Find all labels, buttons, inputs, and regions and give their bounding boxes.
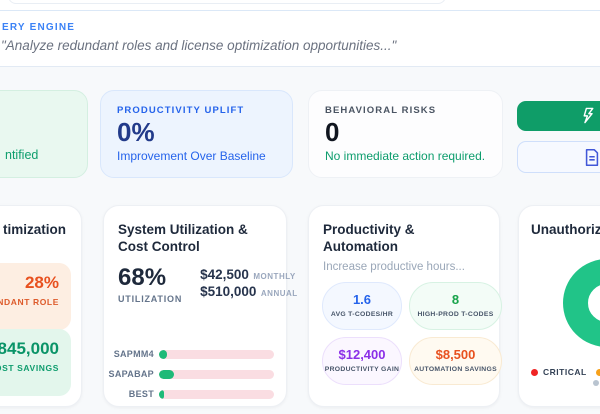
system-metrics: 68% UTILIZATION $42,500 MONTHLY $510,000… <box>118 263 297 304</box>
automation-savings-label: AUTOMATION SAVINGS <box>414 365 497 373</box>
system-utilization-title: System Utilization & Cost Control <box>118 222 248 254</box>
bar-row-best: BEST <box>104 384 286 404</box>
monthly-cost-unit: MONTHLY <box>253 271 296 281</box>
unauthorized-donut-chart <box>563 259 600 347</box>
identified-card: ntified <box>0 90 88 178</box>
annual-cost-unit: ANNUAL <box>260 288 298 298</box>
productivity-card: Productivity & Automation Increase produ… <box>308 205 502 407</box>
critical-dot-icon <box>531 368 538 376</box>
unauthorized-card: Unauthorized CRITICAL HI <box>518 205 600 407</box>
high-prod-value: 8 <box>451 291 460 307</box>
uplift-caption: Improvement Over Baseline <box>117 149 266 163</box>
section-divider <box>0 66 600 67</box>
avg-tcodes-label: AVG T-CODES/HR <box>330 310 394 318</box>
automation-savings-pill: $8,500 AUTOMATION SAVINGS <box>409 337 502 385</box>
bar-row-sapabap: SAPABAP <box>104 364 286 384</box>
productivity-gain-pill: $12,400 PRODUCTIVITY GAIN <box>322 337 402 385</box>
optimization-card: timization 28% REDUNDANT ROLE $845,000 T… <box>0 205 82 407</box>
bar-label: BEST <box>128 389 154 399</box>
annual-cost-value: $510,000 <box>200 283 257 299</box>
high-prod-pill: 8 HIGH-PROD T-CODES <box>409 282 502 330</box>
unauthorized-legend: CRITICAL HI <box>531 367 600 377</box>
cost-savings-label: TOTAL COST SAVINGS <box>0 363 59 373</box>
content-background <box>0 67 600 414</box>
productivity-gain-label: PRODUCTIVITY GAIN <box>324 365 400 373</box>
system-utilization-card: System Utilization & Cost Control 68% UT… <box>103 205 297 407</box>
cost-savings-stat: $845,000 TOTAL COST SAVINGS <box>0 329 71 396</box>
monthly-cost-value: $42,500 <box>200 266 249 282</box>
critical-label: CRITICAL <box>543 367 587 377</box>
high-prod-label: HIGH-PROD T-CODES <box>417 310 494 318</box>
unauthorized-title: Unauthorized <box>531 222 600 237</box>
system-bars: SAPMM4 SAPABAP BEST <box>104 344 286 404</box>
legend-row2-dot-icon <box>593 380 599 386</box>
document-icon <box>585 149 599 166</box>
productivity-subtitle: Increase productive hours... <box>323 260 465 273</box>
productivity-pill-grid: 1.6 AVG T-CODES/HR 8 HIGH-PROD T-CODES $… <box>322 282 502 385</box>
cost-savings-value: $845,000 <box>0 339 59 358</box>
bar-row-sapmm4: SAPMM4 <box>104 344 286 364</box>
run-analysis-button[interactable] <box>517 101 600 131</box>
identified-text: ntified <box>5 148 39 162</box>
bar-track <box>159 349 274 359</box>
uplift-label: PRODUCTIVITY UPLIFT <box>117 105 245 116</box>
avg-tcodes-pill: 1.6 AVG T-CODES/HR <box>322 282 402 330</box>
redundant-role-value: 28% <box>24 273 59 292</box>
high-dot-icon <box>595 368 600 376</box>
monthly-cost-row: $42,500 MONTHLY <box>200 267 298 284</box>
productivity-gain-value: $12,400 <box>338 346 386 362</box>
uplift-value: 0% <box>117 117 155 147</box>
redundant-role-stat: 28% REDUNDANT ROLE <box>0 263 71 330</box>
top-divider <box>0 10 600 11</box>
optimization-title: timization <box>3 222 66 237</box>
legend-item-high: HI <box>595 367 600 377</box>
behavioral-risks-card: BEHAVIORAL RISKS 0 No immediate action r… <box>308 90 503 178</box>
productivity-uplift-card: PRODUCTIVITY UPLIFT 0% Improvement Over … <box>100 90 293 178</box>
annual-cost-row: $510,000 ANNUAL <box>200 284 298 301</box>
query-text: "Analyze redundant roles and license opt… <box>1 38 397 53</box>
risks-caption: No immediate action required. <box>325 149 486 163</box>
redundant-role-label: REDUNDANT ROLE <box>0 297 59 307</box>
bar-fill <box>159 369 174 379</box>
query-input-remnant[interactable] <box>8 0 446 4</box>
utilization-value: 68% <box>118 263 167 291</box>
bar-fill <box>159 389 164 399</box>
automation-savings-value: $8,500 <box>435 346 476 362</box>
report-button[interactable] <box>517 141 600 173</box>
bar-track <box>159 389 274 399</box>
bar-track <box>159 369 274 379</box>
productivity-title: Productivity & Automation <box>323 222 415 254</box>
risks-label: BEHAVIORAL RISKS <box>325 105 437 116</box>
risks-value: 0 <box>325 117 340 147</box>
avg-tcodes-value: 1.6 <box>352 291 372 307</box>
bar-fill <box>159 349 168 359</box>
legend-item-critical: CRITICAL <box>531 367 587 377</box>
bar-label: SAPMM4 <box>113 349 154 359</box>
lightning-bolt-icon <box>583 107 594 124</box>
utilization-label: UTILIZATION <box>118 293 183 304</box>
engine-label: ERY ENGINE <box>2 22 76 33</box>
bar-label: SAPABAP <box>108 369 154 379</box>
